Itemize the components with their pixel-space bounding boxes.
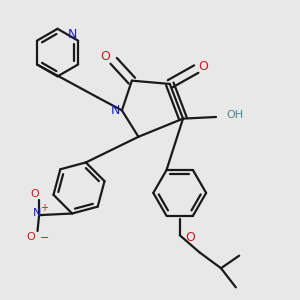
Text: O: O (31, 189, 40, 199)
Text: O: O (100, 50, 110, 63)
Text: O: O (186, 231, 196, 244)
Text: +: + (40, 203, 48, 213)
Text: OH: OH (226, 110, 243, 120)
Text: N: N (68, 28, 77, 41)
Text: O: O (198, 60, 208, 73)
Text: −: − (39, 233, 49, 243)
Text: O: O (26, 232, 35, 242)
Text: N: N (111, 104, 120, 117)
Text: N: N (33, 208, 42, 218)
